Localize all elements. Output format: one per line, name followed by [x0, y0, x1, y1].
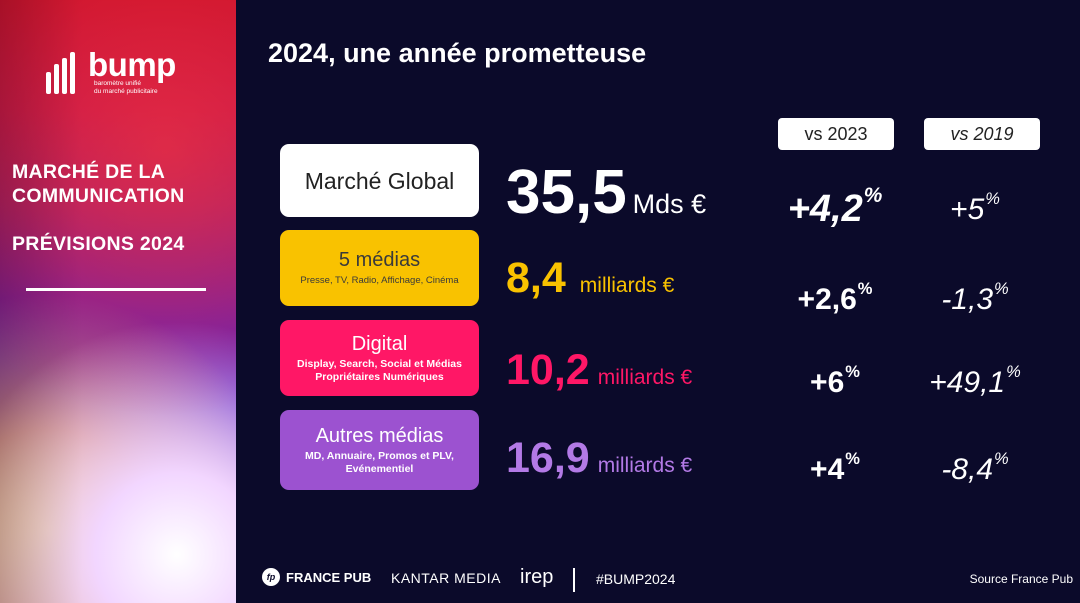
label-5-medias: 5 médias Presse, TV, Radio, Affichage, C… [280, 230, 479, 306]
pct-global-vs2019: +5% [950, 190, 1000, 226]
pct-global-vs2023: +4,2% [787, 184, 883, 230]
irep-logo: irep [520, 566, 554, 588]
value-digital: 10,2 milliards € [506, 346, 693, 394]
column-header-vs2019: vs 2019 [924, 118, 1040, 150]
value-marche-global: 35,5 Mds € [506, 158, 707, 227]
pct-digital-vs2023: +6% [810, 363, 860, 399]
france-pub-logo: fp FRANCE PUB [262, 568, 371, 586]
sidebar-subtitle: PRÉVISIONS 2024 [12, 233, 185, 255]
footer: fp FRANCE PUB KANTAR MEDIA irep #BUMP202… [262, 566, 1073, 594]
value-autres-medias: 16,9 milliards € [506, 434, 693, 482]
pct-5-medias-vs2019: -1,3% [941, 280, 1009, 316]
value-5-medias: 8,4 milliards € [506, 254, 675, 302]
bump-bars-icon [46, 52, 84, 94]
sidebar-divider [26, 288, 206, 291]
label-digital: Digital Display, Search, Social et Média… [280, 320, 479, 396]
france-pub-icon: fp [262, 568, 280, 586]
pct-autres-vs2019: -8,4% [941, 450, 1009, 486]
footer-separator [573, 568, 575, 592]
logo-word: bump [88, 46, 176, 83]
sidebar-title: MARCHÉ DE LA COMMUNICATION [12, 161, 185, 207]
pct-digital-vs2019: +49,1% [929, 363, 1021, 399]
source-note: Source France Pub [969, 572, 1073, 586]
kantar-media-logo: KANTAR MEDIA [391, 570, 501, 586]
pct-autres-vs2023: +4% [810, 450, 860, 486]
logo-subtitle: baromètre unifié du marché publicitaire [94, 80, 158, 95]
hashtag: #BUMP2024 [596, 571, 676, 587]
label-autres-medias: Autres médias MD, Annuaire, Promos et PL… [280, 410, 479, 490]
page-title: 2024, une année prometteuse [268, 38, 647, 68]
sidebar-panel: bump baromètre unifié du marché publicit… [0, 0, 236, 603]
column-header-vs2023: vs 2023 [778, 118, 894, 150]
label-marche-global: Marché Global [280, 144, 479, 217]
pct-5-medias-vs2023: +2,6% [797, 280, 873, 316]
